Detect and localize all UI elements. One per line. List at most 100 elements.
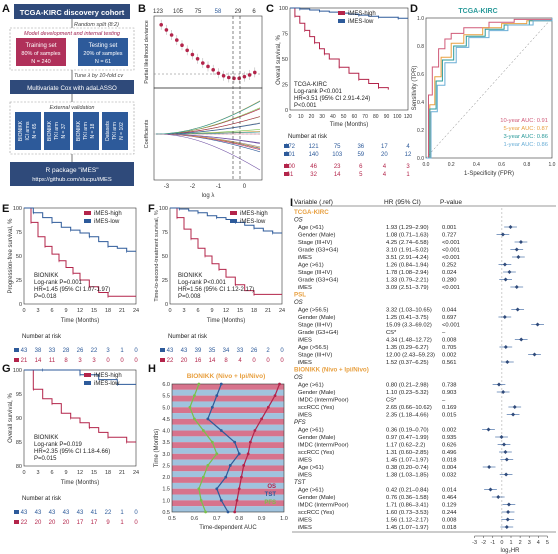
h-bin xyxy=(172,430,284,437)
g-legend-high: iMES-high xyxy=(94,373,122,379)
c-xtick: 90 xyxy=(384,114,390,120)
h-bin xyxy=(172,389,284,396)
f-ytick: 75 xyxy=(162,230,168,236)
d-xtick: 0.2 xyxy=(448,162,455,168)
d-ylabel: Sensitivity (TPR) xyxy=(412,66,418,111)
g-risk-value: 41 xyxy=(91,510,98,516)
f-risk-value: 4 xyxy=(238,358,242,364)
g-xtick: 21 xyxy=(119,470,125,476)
d-xtick: 0.8 xyxy=(523,162,530,168)
i-hr-marker xyxy=(503,345,508,349)
b-top-tick: 58 xyxy=(215,9,222,15)
f-risk-swatch xyxy=(160,348,165,352)
f-risk-value: 22 xyxy=(167,358,174,364)
f-xtick: 15 xyxy=(237,308,243,314)
i-row-hr: 1.31 (0.60–2.85) xyxy=(386,450,429,456)
h-xtick: 0.6 xyxy=(191,516,199,522)
i-row-p: <0.001 xyxy=(442,248,460,254)
c-ytick: 0 xyxy=(285,108,288,114)
panel-letters: A B C D E F G H I xyxy=(2,3,418,375)
h-point xyxy=(215,487,219,491)
e-stat-hr: HR=1.45 (95% CI 1.07-1.97) xyxy=(34,287,110,293)
i-hr-marker xyxy=(535,322,540,327)
c-legend: iMES-high iMES-low xyxy=(338,11,376,25)
b-cv-point xyxy=(185,48,189,53)
testing-line3: N = 61 xyxy=(95,59,111,65)
i-row-p: 0.008 xyxy=(442,338,457,344)
c-stat-p: Log-rank P<0.001 xyxy=(294,89,343,95)
h-xtick: 1.0 xyxy=(280,516,288,522)
h-point xyxy=(228,464,232,467)
c-risk-value: 121 xyxy=(309,144,320,150)
e-legend-low-swatch xyxy=(84,219,91,223)
b-cv-point xyxy=(253,70,257,75)
dev-label: Model development and internal testing xyxy=(24,31,121,37)
d-ticks: 0.00.0 0.2 0.2 0.4 0.4 0.6 0.6 0.8 0.8 1.0 1.0 xyxy=(417,16,556,168)
i-hr-marker xyxy=(532,352,537,357)
e-xtick: 9 xyxy=(64,308,67,314)
i-row-label: Grade (G3+G4) xyxy=(298,278,339,284)
g-risk-value: 20 xyxy=(35,520,42,526)
e-xtick: 0 xyxy=(22,308,25,314)
i-row-p: 0.001 xyxy=(442,225,457,231)
i-row-label: iMES xyxy=(298,525,312,531)
i-row-hr: CS* xyxy=(386,330,397,336)
f-risk-value: 0 xyxy=(266,358,270,364)
b-cv-points xyxy=(159,19,257,84)
d-ytick: 0.0 xyxy=(417,156,424,162)
i-axis-tick-label: 0 xyxy=(500,540,503,546)
cohort-title-box xyxy=(14,4,130,19)
i-row-p: 0.280 xyxy=(442,278,457,284)
package-url: https://github.com/xlucpu/iMES xyxy=(32,177,112,183)
i-axis-tick-label: 1 xyxy=(509,540,512,546)
i-header-hr: HR (95% CI) xyxy=(384,199,421,206)
e-ytick: 0 xyxy=(19,302,22,308)
i-section-label: PFS xyxy=(294,420,306,426)
c-legend-low: iMES-low xyxy=(348,19,374,25)
g-risk-value: 1 xyxy=(120,520,124,526)
h-point xyxy=(206,417,210,421)
h-bin xyxy=(172,413,284,419)
f-xtick: 12 xyxy=(223,308,229,314)
g-curves xyxy=(24,368,136,444)
i-row-hr: 1.35 (0.29–6.27) xyxy=(386,345,429,351)
f-risk-value: 16 xyxy=(195,358,202,364)
i-hr-marker xyxy=(504,525,509,529)
i-row-hr: 4.25 (2.74–6.58) xyxy=(386,240,429,246)
b-cv-point xyxy=(180,43,184,47)
g-risk-value: 43 xyxy=(21,510,28,516)
d-xtick: 0.4 xyxy=(473,162,480,168)
e-frame xyxy=(23,207,137,305)
b-top-tick: 75 xyxy=(195,9,202,15)
h-point xyxy=(199,498,203,502)
i-axis-tick-label: 4 xyxy=(537,540,540,546)
cohort-4-line3: N = 102 xyxy=(119,122,125,140)
i-row-hr: 1.10 (0.23–5.32) xyxy=(386,390,429,396)
h-curve xyxy=(189,383,218,513)
c-risk-value: 172 xyxy=(285,144,296,150)
b-coef-paths xyxy=(154,100,262,171)
i-row-label: sccRCC (Yes) xyxy=(298,450,334,456)
i-row-hr: 3.10 (1.91–5.02) xyxy=(386,248,429,254)
h-xtick: 0.7 xyxy=(213,516,221,522)
f-risk-value: 43 xyxy=(181,348,188,354)
h-ytick: 6.0 xyxy=(162,382,170,388)
f-risk-value: 34 xyxy=(223,348,230,354)
c-risk-value: 23 xyxy=(334,164,341,170)
h-ytick: 3.0 xyxy=(162,452,170,458)
e-ylabel: Progression-free survival, % xyxy=(8,218,14,294)
i-row-hr: 3.51 (2.91–4.24) xyxy=(386,255,429,261)
testing-line1: Testing set xyxy=(89,43,118,49)
f-risk-value: 43 xyxy=(167,348,174,354)
e-ytick: 75 xyxy=(16,230,22,236)
b-cv-point xyxy=(242,74,247,79)
c-risk-value: 5 xyxy=(359,172,363,178)
i-row-p: 0.727 xyxy=(442,233,457,239)
b-xticks: -3 -2 -1 0 xyxy=(164,184,247,190)
b-ylabel-bottom: Coefficients xyxy=(144,119,150,148)
d-roc-curve xyxy=(426,18,553,159)
e-stat-p: Log-rank P=0.001 xyxy=(34,280,83,286)
h-point xyxy=(266,405,270,409)
e-risk-value: 14 xyxy=(35,358,42,364)
i-header-p: P-value xyxy=(440,199,462,206)
